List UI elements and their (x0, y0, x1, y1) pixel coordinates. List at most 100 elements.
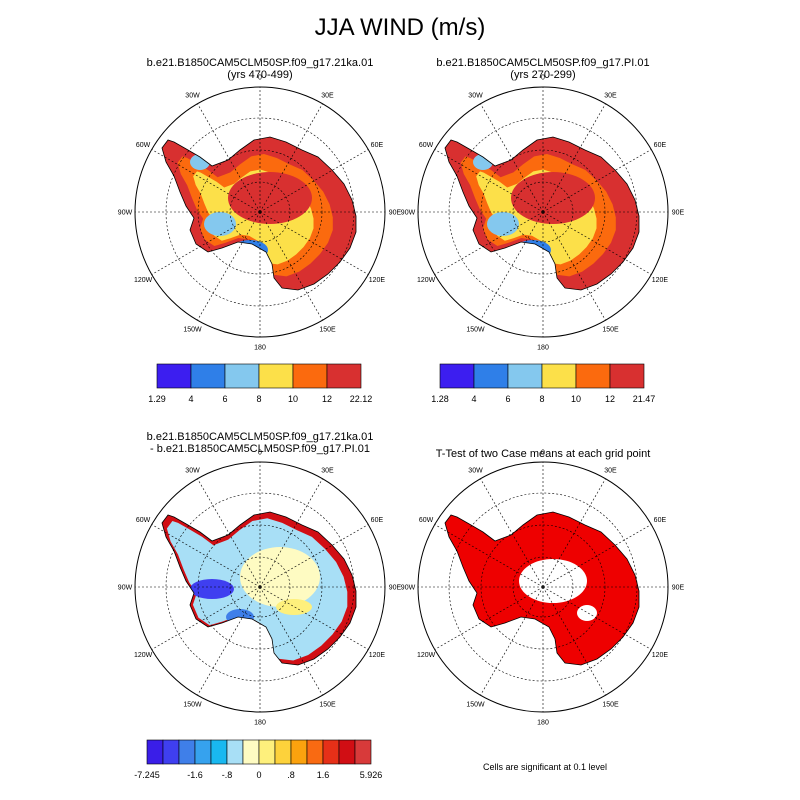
meridian-line (480, 103, 544, 213)
meridian-line (197, 211, 261, 321)
meridian-line (259, 524, 369, 588)
meridian-line (259, 586, 369, 650)
meridian-line (480, 211, 544, 321)
map-border (417, 461, 669, 713)
colorbar-box (146, 739, 164, 765)
meridian-line (434, 149, 544, 213)
meridian-line (259, 478, 323, 588)
parallel-circle (448, 492, 638, 682)
lon-label: 60W (136, 517, 151, 524)
coastline (161, 136, 357, 291)
lon-label: 180 (537, 720, 549, 727)
colorbar-box (194, 739, 212, 765)
field-light-blue (204, 212, 236, 236)
lon-label: 90E (389, 210, 402, 217)
meridian-line (434, 524, 544, 588)
colorbar-box (242, 739, 260, 765)
colorbar-label: 6 (505, 394, 511, 404)
colorbar-box (306, 739, 324, 765)
panel2-title: b.e21.B1850CAM5CLM50SP.f09_g17.PI.01 (yr… (413, 57, 673, 81)
meridian-line (259, 211, 369, 275)
parallel-circle (448, 117, 638, 307)
colorbar-label: 12 (321, 394, 333, 404)
meridian-line (542, 586, 652, 650)
parallel-circle (480, 524, 606, 650)
parallel-circle (165, 492, 355, 682)
colorbar-label: 1.29 (148, 394, 166, 404)
colorbar-label: 8 (539, 394, 545, 404)
lon-label: 150W (466, 701, 485, 708)
colorbar-box (575, 363, 611, 389)
colorbar-box (210, 739, 228, 765)
lon-label: 30E (321, 468, 334, 475)
meridian-line (197, 103, 261, 213)
parallel-circle (480, 149, 606, 275)
meridian-line (259, 211, 323, 321)
map-panel-2: 0 30E 60E 90E 120E 150E 180 150W 120W 90W 60W 30W (401, 75, 685, 352)
colorbar-box (507, 363, 543, 389)
colorbar-box (258, 363, 294, 389)
lon-label: 0 (541, 450, 545, 457)
colorbar-label: .8 (287, 770, 295, 780)
lon-label: 30W (468, 468, 483, 475)
significance-note: Cells are significant at 0.1 level (482, 762, 608, 772)
panel1-title: b.e21.B1850CAM5CLM50SP.f09_g17.21ka.01 (… (130, 57, 390, 81)
coastline (161, 511, 357, 666)
lon-label: 150E (319, 701, 336, 708)
diff-neutral (240, 547, 320, 607)
meridian-line (259, 103, 323, 213)
main-title: JJA WIND (m/s) (314, 14, 486, 41)
coastline (444, 511, 640, 666)
lon-label: 0 (541, 75, 545, 82)
lon-label: 90E (389, 585, 402, 592)
lon-label: 60W (136, 142, 151, 149)
meridian-line (259, 586, 323, 696)
colorbar-label: 6 (222, 394, 228, 404)
field-plateau (228, 172, 312, 224)
panel2-title-line2: (yrs 270-299) (510, 69, 576, 81)
coastline (444, 136, 640, 291)
lon-label: 180 (254, 345, 266, 352)
colorbar-label: 4 (188, 394, 194, 404)
colorbar-label: 8 (256, 394, 262, 404)
meridian-line (151, 524, 261, 588)
colorbar-box (326, 363, 362, 389)
lon-label: 60E (371, 142, 384, 149)
lon-label: 120W (134, 277, 153, 284)
map-panel-1: 0 30E 60E 90E 120E 150E 180 150W 120W 90W 60W 30W (118, 75, 402, 352)
panel3-title-line2: - b.e21.B1850CAM5CLM50SP.f09_g17.PI.01 (150, 443, 370, 455)
meridian-line (151, 149, 261, 213)
colorbar-label: 10 (287, 394, 299, 404)
panel2-title-line1: b.e21.B1850CAM5CLM50SP.f09_g17.PI.01 (436, 57, 650, 69)
colorbar-label: -.8 (221, 770, 233, 780)
parallel-circle (229, 556, 291, 618)
lon-label: 120W (417, 652, 436, 659)
meridian-line (151, 211, 261, 275)
lon-label: 60E (371, 517, 384, 524)
diff-yellow (276, 599, 312, 615)
parallel-circle (512, 556, 574, 618)
meridian-line (480, 586, 544, 696)
lon-label: 90E (672, 585, 685, 592)
meridian-line (197, 478, 261, 588)
diff-dark-blue (190, 579, 234, 599)
lon-label: 90W (401, 210, 416, 217)
panel4-title-line1: T-Test of two Case means at each grid po… (435, 448, 651, 460)
meridian-line (542, 524, 652, 588)
map-border (417, 86, 669, 338)
lon-label: 0 (258, 75, 262, 82)
meridian-line (542, 211, 606, 321)
ttest-nonsignificant (519, 559, 587, 603)
lon-label: 60E (654, 142, 667, 149)
lon-label: 30E (321, 93, 334, 100)
colorbar-label: -1.6 (187, 770, 203, 780)
meridian-line (542, 211, 652, 275)
parallel-circle (229, 181, 291, 243)
map-border (134, 461, 386, 713)
colorbar-box (338, 739, 356, 765)
lon-label: 150W (466, 326, 485, 333)
colorbar-box (162, 739, 180, 765)
colorbar-label: 1.28 (431, 394, 449, 404)
colorbar-label: 5.926 (359, 770, 383, 780)
